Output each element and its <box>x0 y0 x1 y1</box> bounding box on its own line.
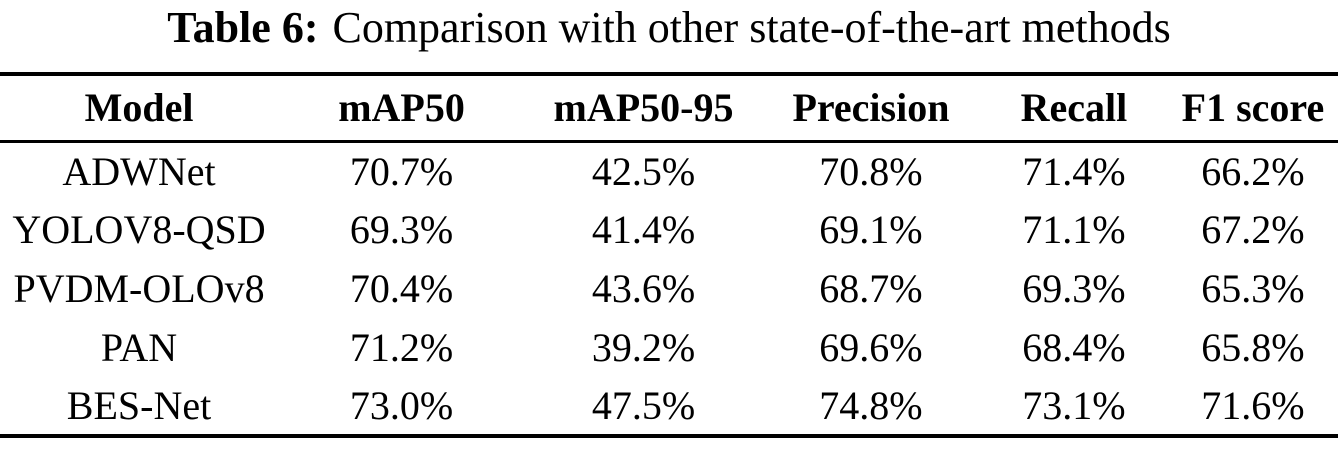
table-row-yolov8-qsd: YOLOV8-QSD 69.3% 41.4% 69.1% 71.1% 67.2% <box>0 200 1338 259</box>
cell-recall: 69.3% <box>1022 266 1126 311</box>
cell-f1-score: 66.2% <box>1201 148 1305 194</box>
table-caption-text: Comparison with other state-of-the-art m… <box>332 3 1171 52</box>
table-row-bes-net: BES-Net 73.0% 47.5% 74.8% 73.1% 71.6% <box>0 377 1338 438</box>
cell-map50-95: 42.5% <box>591 148 696 194</box>
cell-precision: 69.6% <box>819 325 923 370</box>
cell-model: PAN <box>100 325 178 370</box>
cell-model: YOLOV8-QSD <box>12 207 266 252</box>
header-row: Model mAP50 mAP50-95 Precision Recall F1… <box>0 72 1338 143</box>
cell-map50: 73.0% <box>278 377 526 438</box>
header-cell-recall: Recall <box>979 72 1168 143</box>
cell-map50-95: 47.5% <box>525 377 762 438</box>
cell-map50: 71.2% <box>349 325 454 370</box>
cell-model: PVDM-OLOv8 <box>13 266 265 311</box>
cell-map50: 69.3% <box>349 207 454 252</box>
header-cell-map50-95: mAP50-95 <box>525 72 762 143</box>
cell-precision: 69.1% <box>819 207 923 252</box>
table-caption-label: Table 6: <box>167 3 319 52</box>
header-cell-precision: Precision <box>761 72 980 143</box>
table-row-adwnet: ADWNet 70.7% 42.5% 70.8% 71.4% 66.2% <box>0 141 1338 200</box>
cell-map50-95: 41.4% <box>591 207 696 252</box>
cell-model: ADWNet <box>62 148 216 194</box>
cell-f1-score: 71.6% <box>1167 377 1338 438</box>
cell-map50: 70.4% <box>349 266 454 311</box>
cell-model: BES-Net <box>0 377 279 438</box>
cell-recall: 71.4% <box>1022 148 1126 194</box>
cell-recall: 71.1% <box>1022 207 1126 252</box>
table-body: ADWNet 70.7% 42.5% 70.8% 71.4% 66.2% YOL… <box>0 141 1338 438</box>
header-cell-map50: mAP50 <box>278 72 526 143</box>
table-caption: Table 6: Comparison with other state-of-t… <box>0 0 1338 72</box>
table-row-pvdm-olov8: PVDM-OLOv8 70.4% 43.6% 68.7% 69.3% 65.3% <box>0 259 1338 318</box>
comparison-table: Model mAP50 mAP50-95 Precision Recall F1… <box>0 72 1338 438</box>
cell-precision: 70.8% <box>819 148 923 194</box>
cell-f1-score: 65.3% <box>1201 266 1305 311</box>
cell-f1-score: 67.2% <box>1201 207 1305 252</box>
cell-recall: 73.1% <box>979 377 1168 438</box>
cell-f1-score: 65.8% <box>1201 325 1305 370</box>
cell-map50-95: 43.6% <box>591 266 696 311</box>
cell-recall: 68.4% <box>1022 325 1126 370</box>
cell-precision: 74.8% <box>761 377 980 438</box>
header-cell-model: Model <box>0 72 279 143</box>
table-header: Model mAP50 mAP50-95 Precision Recall F1… <box>0 72 1338 143</box>
table-row-pan: PAN 71.2% 39.2% 69.6% 68.4% 65.8% <box>0 318 1338 377</box>
cell-map50: 70.7% <box>349 148 454 194</box>
header-cell-f1-score: F1 score <box>1167 72 1338 143</box>
cell-map50-95: 39.2% <box>591 325 696 370</box>
cell-precision: 68.7% <box>819 266 923 311</box>
